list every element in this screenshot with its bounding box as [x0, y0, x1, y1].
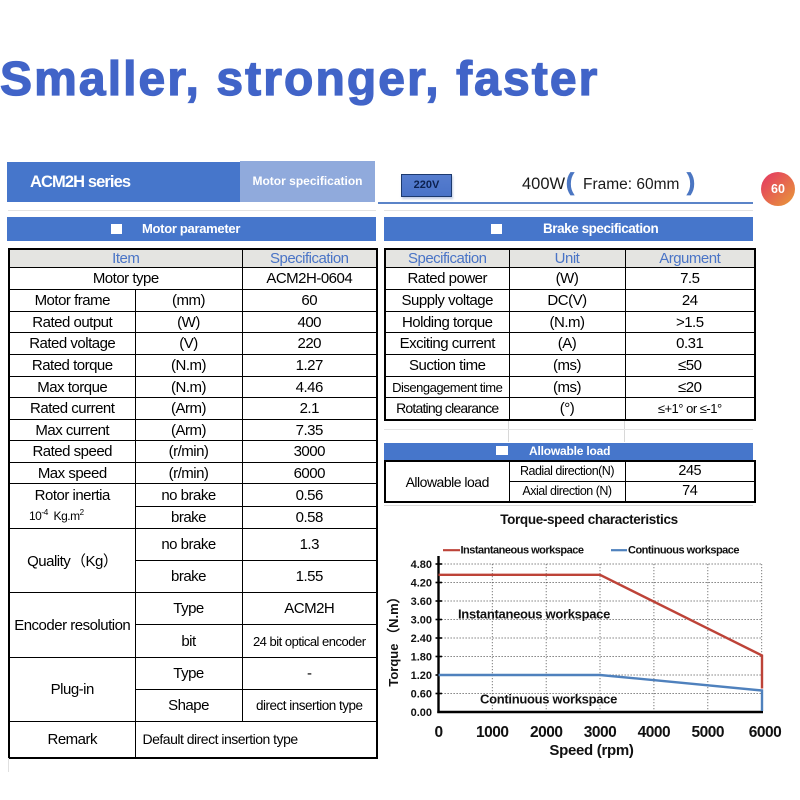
- svg-text:6000: 6000: [749, 724, 781, 741]
- svg-text:1.20: 1.20: [411, 670, 432, 682]
- svg-text:Instantaneous workspace: Instantaneous workspace: [461, 545, 584, 557]
- svg-text:Instantaneous workspace: Instantaneous workspace: [458, 607, 610, 622]
- svg-text:0: 0: [434, 724, 442, 741]
- svg-text:1000: 1000: [476, 724, 508, 741]
- svg-text:Torque-speed characteristics: Torque-speed characteristics: [500, 512, 678, 527]
- svg-text:4.80: 4.80: [411, 559, 432, 571]
- svg-text:Continuous workspace: Continuous workspace: [628, 545, 739, 557]
- svg-text:4000: 4000: [638, 724, 670, 741]
- svg-text:3.00: 3.00: [411, 615, 432, 627]
- svg-text:2000: 2000: [530, 724, 562, 741]
- svg-text:3.60: 3.60: [411, 596, 432, 608]
- svg-text:Continuous workspace: Continuous workspace: [480, 692, 617, 707]
- svg-text:3000: 3000: [584, 724, 616, 741]
- svg-text:0.60: 0.60: [411, 689, 432, 701]
- svg-text:Speed (rpm): Speed (rpm): [549, 742, 634, 759]
- svg-text:4.20: 4.20: [411, 578, 432, 590]
- svg-text:1.80: 1.80: [411, 652, 432, 664]
- svg-text:0.00: 0.00: [411, 707, 432, 719]
- svg-text:2.40: 2.40: [411, 633, 432, 645]
- svg-text:5000: 5000: [692, 724, 724, 741]
- svg-text:Torque （N.m）: Torque （N.m）: [386, 590, 401, 686]
